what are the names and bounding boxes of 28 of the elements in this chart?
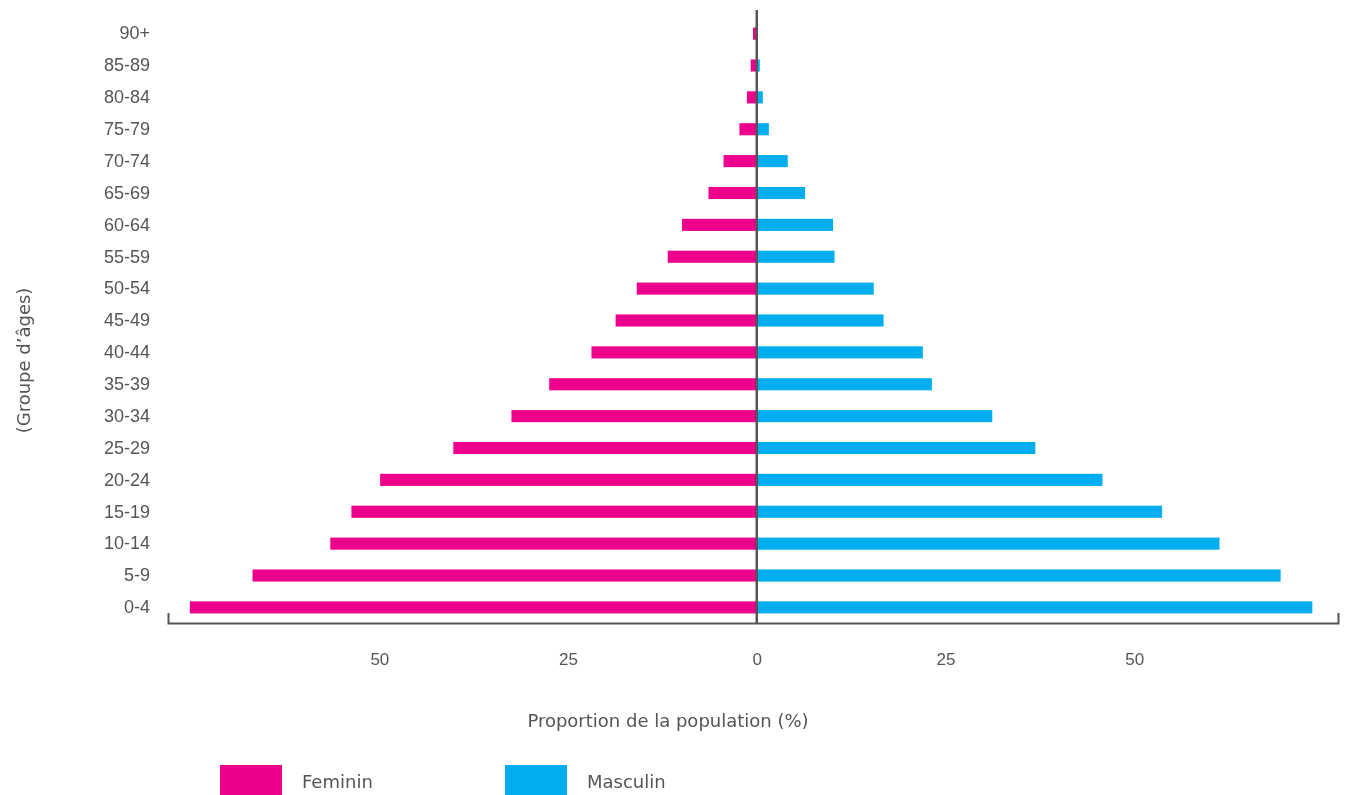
y-tick-label: 0-4 (123, 597, 150, 618)
y-tick-label: 90+ (119, 23, 150, 44)
x-tick-label: 25 (936, 650, 956, 670)
x-axis-title: Proportion de la population (%) (527, 710, 809, 731)
y-tick-label: 15-19 (103, 501, 150, 522)
legend-label: Masculin (587, 771, 666, 792)
y-tick-label: 10-14 (103, 533, 150, 554)
y-tick-label: 65-69 (103, 182, 150, 203)
y-tick-label: 70-74 (103, 150, 150, 171)
legend-label: Feminin (302, 771, 373, 792)
y-axis-title: (Groupe d’âges) (13, 287, 34, 434)
y-tick-label: 60-64 (103, 214, 150, 235)
x-tick-label: 50 (370, 650, 390, 670)
y-tick-label: 20-24 (103, 469, 150, 490)
y-tick-label: 55-59 (103, 246, 150, 267)
y-tick-label: 45-49 (103, 310, 150, 331)
y-tick-label: 40-44 (103, 342, 150, 363)
y-tick-label: 5-9 (123, 565, 150, 586)
x-tick-label: 25 (559, 650, 579, 670)
y-tick-label: 25-29 (103, 437, 150, 458)
y-tick-label: 50-54 (103, 278, 150, 299)
y-tick-label: 35-39 (103, 374, 150, 395)
y-tick-label: 85-89 (103, 55, 150, 76)
x-tick-label: 0 (752, 650, 763, 670)
y-tick-label: 75-79 (103, 119, 150, 140)
x-tick-label: 50 (1125, 650, 1145, 670)
y-tick-label: 30-34 (103, 405, 150, 426)
y-tick-label: 80-84 (103, 87, 150, 108)
